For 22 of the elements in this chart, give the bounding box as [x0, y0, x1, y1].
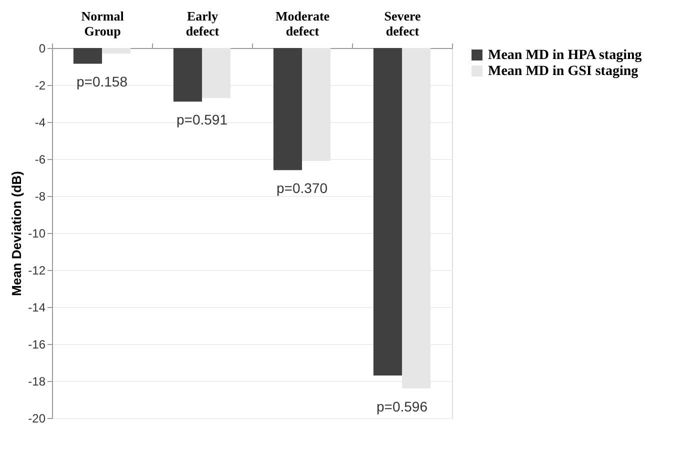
annotation: p=0.591	[176, 112, 228, 128]
annotation: p=0.158	[76, 74, 128, 90]
y-tick-label: -16	[28, 338, 46, 352]
x-tick-label: Early defect	[186, 8, 220, 38]
y-tick-label: -4	[34, 116, 46, 130]
y-tick-label: -2	[34, 78, 46, 92]
y-axis-title: Mean Deviation (dB)	[9, 171, 24, 296]
x-tick-label: Moderate defect	[275, 8, 330, 38]
x-tick-label: Normal Group	[81, 8, 124, 38]
y-tick-label: 0	[38, 42, 46, 56]
y-tick-label: -6	[34, 152, 46, 166]
y-tick-label: -18	[28, 374, 46, 388]
legend-label: Mean MD in HPA staging	[488, 48, 642, 63]
y-tick-label: -8	[34, 190, 46, 204]
y-tick-label: -20	[28, 412, 46, 426]
annotation: p=0.370	[276, 180, 328, 196]
y-tick-label: -12	[28, 264, 46, 278]
y-tick-label: -10	[28, 226, 46, 240]
y-tick-label: -14	[28, 300, 46, 314]
legend-label: Mean MD in GSI staging	[488, 64, 638, 79]
annotation: p=0.596	[376, 398, 428, 414]
x-tick-label: Severe defect	[384, 8, 422, 38]
